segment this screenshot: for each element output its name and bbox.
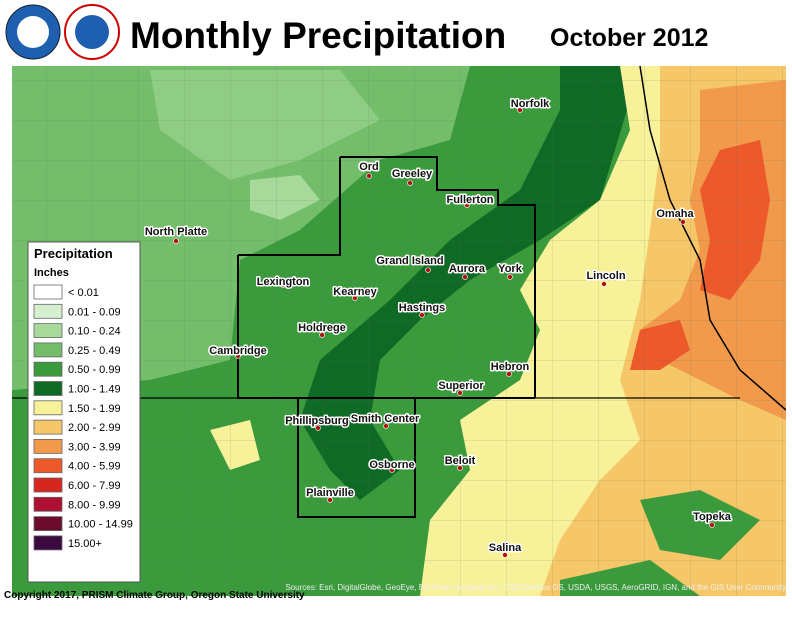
- legend-swatch: [33, 477, 63, 493]
- city-label: Omaha: [656, 208, 694, 220]
- city-label: Superior: [438, 380, 484, 392]
- legend-swatch: [33, 535, 63, 551]
- city-dot: [315, 425, 321, 431]
- legend-label: 0.50 - 0.99: [68, 364, 121, 376]
- city-label: Lincoln: [586, 270, 625, 282]
- city-dot: [280, 282, 286, 288]
- city-label: Hastings: [399, 302, 445, 314]
- city-dot: [352, 295, 358, 301]
- city-dot: [507, 274, 513, 280]
- legend-swatch: [33, 458, 63, 474]
- legend-items: < 0.01 0.01 - 0.09 0.10 - 0.24 0.25 - 0.49 0…: [33, 284, 133, 551]
- city-dot: [464, 202, 470, 208]
- city-label: Cambridge: [209, 345, 266, 357]
- legend-swatch: [33, 381, 63, 396]
- legend-label: 3.00 - 3.99: [68, 441, 121, 453]
- legend-swatch: [33, 361, 63, 377]
- legend-label: 6.00 - 7.99: [68, 480, 121, 492]
- legend-label: 1.00 - 1.49: [68, 384, 121, 396]
- city-label: Plainville: [306, 487, 354, 499]
- legend-swatch: [33, 342, 63, 358]
- legend-label: 1.50 - 1.99: [68, 403, 121, 415]
- city-dot: [419, 312, 425, 318]
- sources: Sources: Esri, DigitalGlobe, GeoEye, Ear…: [285, 583, 786, 592]
- city-label: Kearney: [333, 286, 377, 298]
- city-label: Hebron: [491, 361, 530, 373]
- legend-swatch: [33, 419, 63, 435]
- city-dot: [319, 332, 325, 338]
- legend-swatch: [33, 323, 63, 339]
- legend-units: Inches: [34, 267, 69, 279]
- legend-swatch: [33, 303, 63, 319]
- city-label: North Platte: [145, 226, 207, 238]
- copyright: Copyright 2017, PRISM Climate Group, Ore…: [4, 590, 305, 601]
- noaa-logo-inner: [17, 16, 49, 48]
- legend-swatch: [33, 496, 63, 512]
- legend-label: < 0.01: [68, 287, 99, 299]
- city-dot: [389, 467, 395, 473]
- city-label: Greeley: [392, 168, 433, 180]
- city-dot: [506, 371, 512, 377]
- city-dot: [457, 390, 463, 396]
- city-dot: [457, 465, 463, 471]
- legend-label: 0.10 - 0.24: [68, 326, 121, 338]
- city-dot: [407, 180, 413, 186]
- city-dot: [383, 423, 389, 429]
- legend-swatch: [33, 284, 63, 300]
- legend-swatch: [33, 438, 63, 454]
- city-dot: [709, 522, 715, 528]
- city-dot: [173, 238, 179, 244]
- title: Monthly Precipitation: [130, 15, 506, 56]
- city-label: Topeka: [693, 511, 732, 523]
- city-label: Ord: [359, 161, 379, 173]
- city-dot: [235, 353, 241, 359]
- city-label: Lexington: [257, 276, 310, 288]
- nws-logo-inner: [75, 15, 109, 49]
- legend-label: 0.01 - 0.09: [68, 306, 121, 318]
- city-label: Grand Island: [376, 255, 443, 267]
- date: October 2012: [550, 24, 708, 52]
- city-label: Fullerton: [446, 194, 493, 206]
- city-dot: [601, 281, 607, 287]
- city-label: Salina: [489, 542, 522, 554]
- legend-swatch: [33, 516, 63, 531]
- legend-label: 8.00 - 9.99: [68, 499, 121, 511]
- legend-label: 15.00+: [68, 538, 102, 550]
- city-label: York: [498, 263, 523, 275]
- city-label: Aurora: [449, 263, 486, 275]
- city-label: Holdrege: [298, 322, 346, 334]
- city-label: Smith Center: [351, 413, 420, 425]
- legend-swatch: [33, 400, 63, 416]
- city-dot: [517, 107, 523, 113]
- city-dot: [327, 497, 333, 503]
- legend-label: 0.25 - 0.49: [68, 345, 121, 357]
- city-label: Beloit: [445, 455, 476, 467]
- city-dot: [425, 267, 431, 273]
- city-dot: [680, 219, 686, 225]
- legend-label: 10.00 - 14.99: [68, 519, 133, 531]
- city-layer: North Platte Norfolk Ord Greeley Fullerton Gr…: [143, 97, 733, 558]
- legend-label: 2.00 - 2.99: [68, 422, 121, 434]
- city-dot: [366, 173, 372, 179]
- legend-title: Precipitation: [34, 246, 113, 261]
- city-label: Norfolk: [511, 98, 550, 110]
- city-dot: [462, 274, 468, 280]
- legend-label: 4.00 - 5.99: [68, 461, 121, 473]
- city-label: Phillipsburg: [285, 415, 349, 427]
- city-label: Osborne: [369, 459, 414, 471]
- city-dot: [502, 552, 508, 558]
